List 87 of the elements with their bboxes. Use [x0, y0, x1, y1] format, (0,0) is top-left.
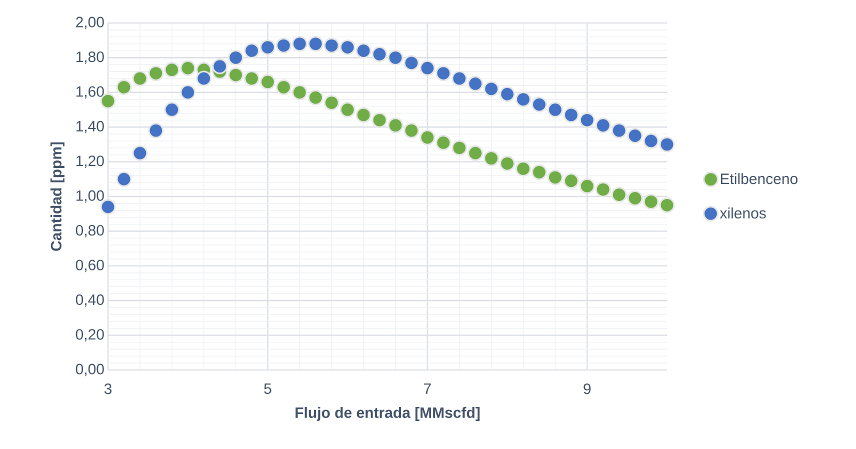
point	[531, 96, 548, 112]
point	[579, 178, 595, 194]
point	[180, 60, 196, 76]
point	[452, 140, 468, 156]
point	[292, 84, 308, 100]
point	[260, 74, 276, 90]
point	[436, 134, 452, 150]
point	[499, 86, 516, 102]
point	[611, 122, 627, 138]
point	[196, 70, 212, 86]
point	[579, 112, 595, 128]
point	[547, 170, 564, 186]
point	[595, 182, 611, 198]
point	[611, 186, 627, 203]
point	[436, 66, 452, 82]
point	[627, 190, 643, 206]
y-tick-label: 0,00	[76, 364, 104, 376]
point	[388, 50, 404, 66]
point	[372, 46, 388, 62]
point	[563, 107, 579, 123]
point	[356, 42, 372, 59]
point	[515, 160, 532, 177]
y-tick-label: 0,20	[76, 329, 104, 342]
y-tick-label: 1,20	[76, 156, 104, 168]
y-tick-label: 1,80	[76, 51, 104, 64]
point	[116, 79, 132, 95]
point	[659, 197, 675, 213]
point	[420, 130, 436, 146]
point	[563, 173, 579, 189]
point	[659, 136, 675, 152]
point	[643, 133, 659, 149]
point	[468, 76, 484, 92]
point	[643, 194, 659, 210]
point	[228, 67, 244, 83]
point	[388, 118, 404, 134]
y-tick-label: 0,80	[76, 224, 104, 238]
x-tick-label: 5	[264, 384, 272, 394]
point	[276, 38, 292, 54]
point	[116, 171, 132, 187]
point	[627, 128, 643, 144]
x-axis-title: Flujo de entrada [MMscfd]	[296, 406, 480, 421]
x-tick-label: 7	[424, 384, 431, 394]
y-tick-label: 0,40	[76, 294, 104, 307]
y-tick-label: 1,00	[76, 190, 104, 203]
point	[484, 81, 500, 97]
point	[308, 90, 324, 106]
point	[148, 66, 164, 82]
point	[340, 102, 356, 118]
point	[276, 79, 292, 95]
y-tick-label: 1,60	[76, 86, 104, 99]
point	[531, 164, 548, 180]
point	[372, 112, 388, 128]
legend-label: xilenos	[720, 207, 766, 218]
point	[420, 60, 436, 76]
point	[228, 50, 244, 66]
point	[468, 145, 484, 161]
point	[595, 118, 611, 134]
y-tick-label: 0,60	[76, 260, 104, 272]
point	[164, 62, 180, 78]
point	[260, 39, 276, 56]
point	[164, 102, 180, 118]
point	[340, 39, 356, 56]
point	[308, 36, 324, 52]
y-tick-label: 2,00	[76, 16, 104, 30]
point	[180, 84, 196, 100]
point	[244, 42, 260, 59]
point	[484, 150, 500, 166]
point	[404, 55, 420, 71]
legend-label: Etilbenceno	[720, 173, 798, 184]
point	[547, 102, 564, 118]
point	[499, 156, 516, 172]
point	[132, 145, 148, 161]
point	[324, 38, 340, 54]
point	[324, 94, 340, 111]
point	[515, 92, 532, 108]
point	[292, 36, 308, 52]
x-tick-label: 9	[584, 384, 591, 394]
y-axis-title: Cantidad [ppm]	[50, 142, 64, 251]
point	[132, 70, 148, 86]
point	[404, 122, 420, 138]
point	[244, 70, 260, 86]
point	[212, 58, 228, 74]
x-tick-label: 3	[104, 384, 112, 394]
point	[148, 122, 164, 138]
point	[452, 70, 468, 86]
point	[356, 107, 372, 123]
y-tick-label: 1,40	[76, 120, 104, 134]
